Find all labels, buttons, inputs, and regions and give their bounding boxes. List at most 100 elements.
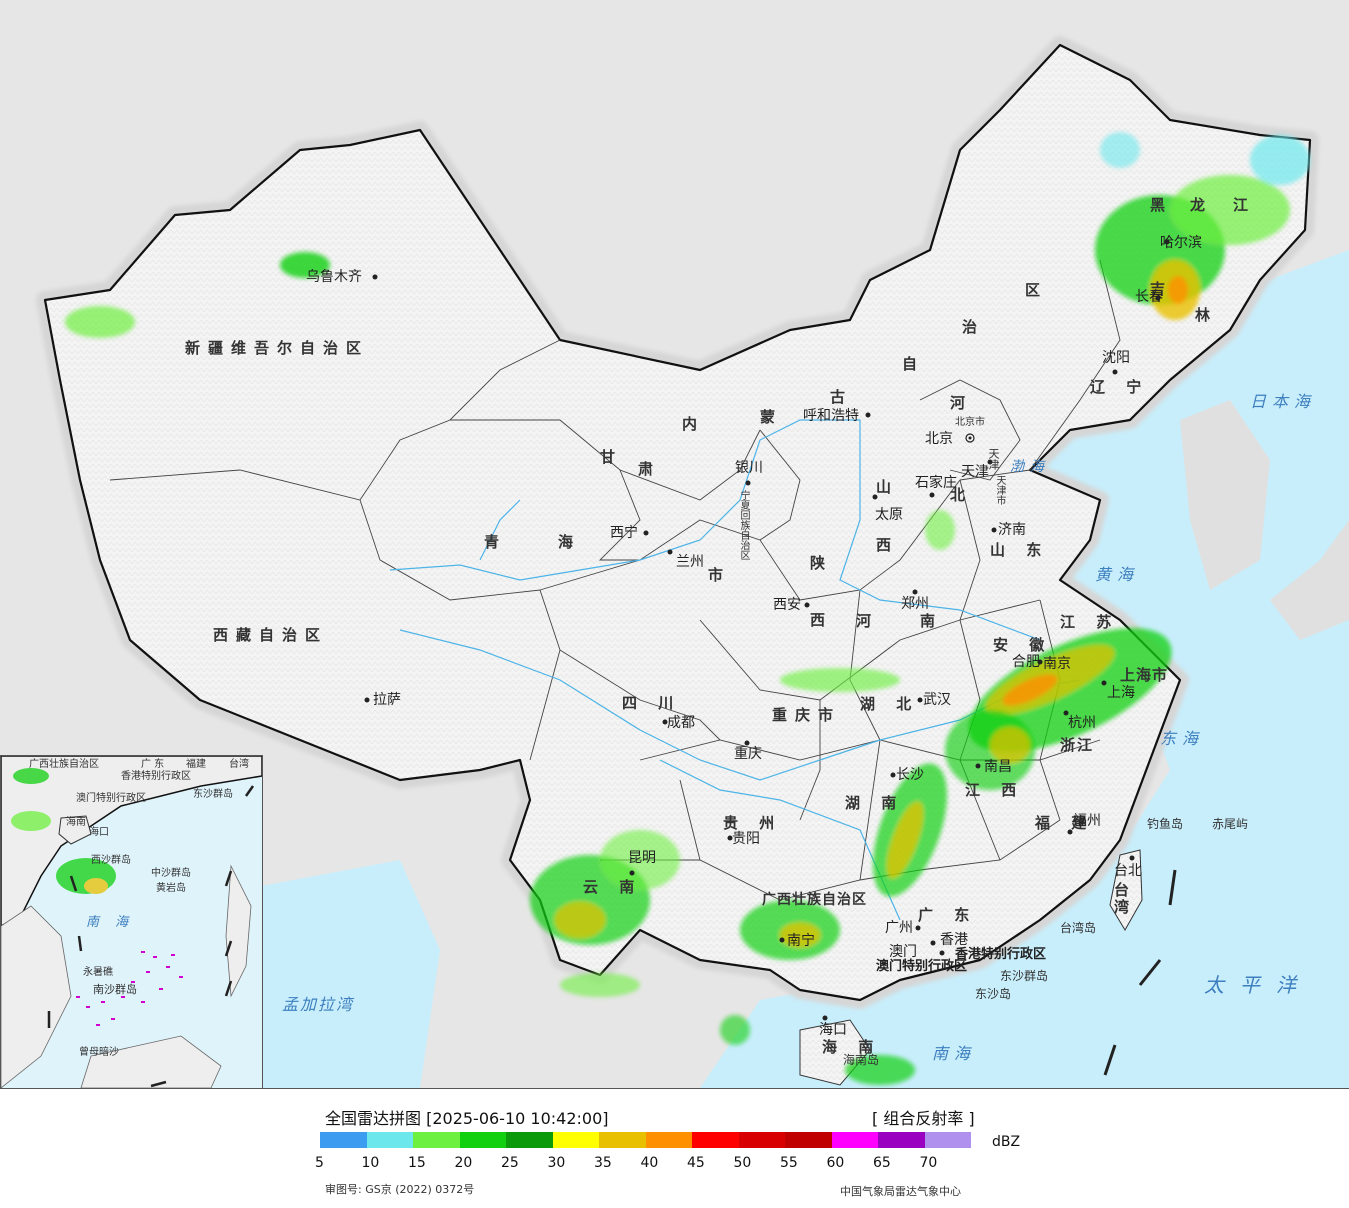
region-henan-2: 南	[920, 612, 944, 630]
city-shenyang: 沈阳	[1102, 350, 1130, 366]
city-beijing: 北京	[925, 431, 953, 447]
inset-philippines	[225, 864, 252, 998]
region-shanxi-2: 西	[876, 536, 900, 554]
bay-of-bengal	[240, 860, 440, 1088]
region-neimeng-5: 治	[962, 318, 986, 336]
city-guangzhou: 广州	[885, 920, 913, 936]
city-hefei: 合肥	[1012, 654, 1040, 670]
legend-swatch	[459, 1132, 506, 1148]
city-harbin: 哈尔滨	[1160, 235, 1202, 251]
inset-label-dongsha: 东沙群岛	[193, 789, 233, 800]
taiwan-island	[1109, 849, 1143, 931]
region-yunnan: 云 南	[583, 878, 643, 896]
region-anhui: 安 徽	[993, 636, 1053, 654]
city-xianggang: 香港	[940, 932, 968, 948]
inset-label-hk: 香港特别行政区	[121, 771, 191, 782]
region-macau: 澳门特别行政区	[876, 959, 968, 974]
region-shaanxi-2: 西	[810, 611, 834, 629]
inset-hainan	[58, 815, 92, 845]
legend-tick-label: 65	[873, 1155, 891, 1171]
island-hainan: 海南岛	[843, 1053, 880, 1067]
legend-tick-label: 40	[640, 1155, 659, 1171]
legend-tick-label: 60	[826, 1155, 845, 1171]
city-markers	[364, 239, 1170, 1021]
region-xinjiang: 新疆维吾尔自治区	[185, 339, 370, 357]
inset-label-taiwan: 台湾	[229, 759, 249, 770]
inset-label-nansha: 南沙群岛	[93, 983, 137, 996]
city-fuzhou: 福州	[1073, 813, 1101, 829]
region-jiangsu: 江 苏	[1060, 613, 1120, 631]
region-shandong: 山 东	[990, 541, 1050, 559]
inset-dash-lines	[47, 785, 255, 1088]
legend-tick-label: 35	[594, 1155, 612, 1171]
city-haikou: 海口	[819, 1022, 847, 1038]
china-radar-map[interactable]: 新疆维吾尔自治区 西藏自治区 青 海 甘 肃 内 蒙 古 自 治 区 黑 龙 江…	[0, 0, 1349, 1089]
region-liaoning: 辽 宁	[1090, 378, 1150, 396]
region-guangxi: 广西壮族自治区	[762, 892, 867, 908]
city-wuhan: 武汉	[923, 692, 951, 708]
korea-landmass	[1180, 400, 1270, 590]
region-neimeng-3: 古	[830, 388, 854, 406]
map-canvas	[36, 36, 1349, 1088]
legend-swatch	[552, 1132, 599, 1148]
region-shaanxi-1: 陕	[810, 554, 834, 572]
region-hebei-2: 北	[950, 486, 974, 504]
city-shanghai: 上海	[1107, 685, 1135, 701]
region-hainan: 海 南	[822, 1038, 882, 1056]
sea-yellow: 黄海	[1095, 565, 1140, 584]
region-neimeng-1: 内	[682, 415, 706, 433]
region-zhejiang: 浙江	[1060, 736, 1095, 754]
inset-label-huangyan: 黄岩岛	[156, 883, 186, 894]
legend-swatch	[506, 1132, 553, 1148]
region-beijing-shi: 北京市	[955, 417, 985, 428]
island-chiwei: 赤尾屿	[1212, 817, 1249, 831]
city-chongqing: 重庆	[734, 746, 762, 762]
legend-swatch	[413, 1132, 460, 1148]
city-changchun: 长春	[1135, 289, 1163, 305]
region-tibet: 西藏自治区	[213, 626, 329, 644]
city-taiyuan: 太原	[875, 507, 903, 523]
region-heilongjiang-2: 龙	[1190, 196, 1214, 214]
city-nanning: 南宁	[787, 933, 815, 949]
region-hunan: 湖 南	[845, 794, 905, 812]
radar-echoes	[65, 132, 1310, 1085]
inset-canvas	[1, 756, 262, 1088]
legend-tick-label: 25	[501, 1155, 519, 1171]
legend-product: [ 组合反射率 ]	[872, 1109, 975, 1128]
legend-tick-label: 55	[780, 1155, 798, 1171]
legend-ticks: 5 10 15 20 25 30 35 40 45 50 55 60 65 70	[313, 1155, 953, 1173]
region-ningxia: 宁夏回族自治区	[738, 490, 749, 560]
legend-swatch	[924, 1132, 971, 1148]
legend-swatch	[878, 1132, 925, 1148]
inset-label-xisha: 西沙群岛	[91, 855, 131, 866]
city-xining: 西宁	[610, 525, 638, 541]
legend-tick-label: 20	[454, 1155, 473, 1171]
inset-label-guangdong: 广 东	[141, 759, 165, 770]
legend-swatch	[831, 1132, 878, 1148]
inset-nansha-reefs	[76, 951, 183, 1026]
inset-label-haikou: 海口	[89, 827, 109, 838]
legend-swatch	[692, 1132, 739, 1148]
city-tianjin: 天津	[961, 464, 989, 480]
region-hubei: 湖 北	[860, 695, 920, 713]
region-shanxi-1: 山	[876, 478, 900, 496]
region-sichuan: 四 川	[622, 694, 682, 712]
legend-tick-label: 70	[919, 1155, 938, 1171]
legend-tick-label: 15	[408, 1155, 426, 1171]
region-neimeng-4: 自	[902, 355, 926, 373]
legend-swatch	[320, 1132, 367, 1148]
city-nanjing: 南京	[1043, 656, 1071, 672]
city-kunming: 昆明	[628, 850, 656, 866]
city-zhengzhou: 郑州	[901, 596, 929, 612]
region-guizhou: 贵 州	[723, 814, 783, 832]
legend-swatch	[738, 1132, 785, 1148]
inset-label-macau: 澳门特别行政区	[76, 793, 146, 804]
city-xian: 西安	[773, 597, 801, 613]
legend-swatch	[645, 1132, 692, 1148]
region-henan-1: 河	[856, 612, 880, 630]
city-chengdu: 成都	[667, 715, 695, 731]
city-guiyang: 贵阳	[732, 831, 760, 847]
region-chongqing: 重庆市	[772, 706, 842, 724]
region-fujian: 福 建	[1035, 814, 1095, 832]
